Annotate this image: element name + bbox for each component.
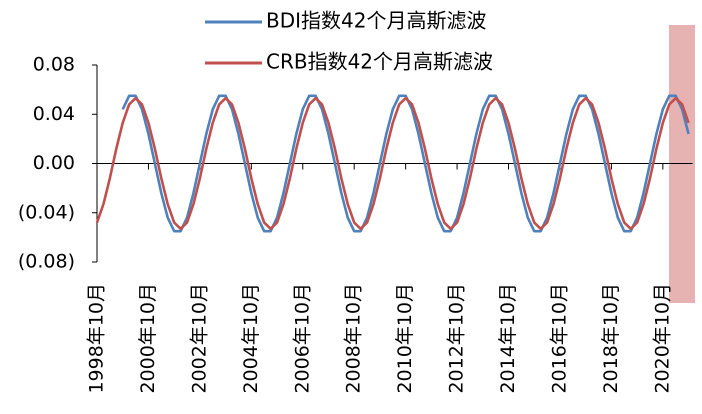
series-line bbox=[121, 94, 690, 233]
y-tick-label: 0.00 bbox=[33, 152, 75, 174]
legend-label: CRB指数42个月高斯滤波 bbox=[266, 50, 493, 74]
x-tick-label: 2002年10月 bbox=[188, 283, 210, 394]
legend-label: BDI指数42个月高斯滤波 bbox=[266, 9, 486, 33]
x-tick-label: 2012年10月 bbox=[446, 283, 468, 394]
x-tick-label: 2004年10月 bbox=[240, 283, 262, 394]
y-tick-label: (0.08) bbox=[18, 251, 75, 273]
x-tick-label: 2006年10月 bbox=[291, 283, 313, 394]
y-tick-label: (0.04) bbox=[18, 201, 75, 223]
x-tick-label: 2016年10月 bbox=[548, 283, 570, 394]
x-tick-label: 2020年10月 bbox=[651, 283, 673, 394]
x-tick-label: 2018年10月 bbox=[600, 283, 622, 394]
y-tick-label: 0.04 bbox=[33, 103, 75, 125]
series-line bbox=[95, 96, 690, 231]
x-tick-label: 2000年10月 bbox=[137, 283, 159, 394]
x-tick-label: 1998年10月 bbox=[86, 283, 108, 394]
x-tick-label: 2010年10月 bbox=[394, 283, 416, 394]
x-tick-label: 2014年10月 bbox=[497, 283, 519, 394]
x-tick-label: 2008年10月 bbox=[343, 283, 365, 394]
y-tick-label: 0.08 bbox=[33, 54, 75, 76]
